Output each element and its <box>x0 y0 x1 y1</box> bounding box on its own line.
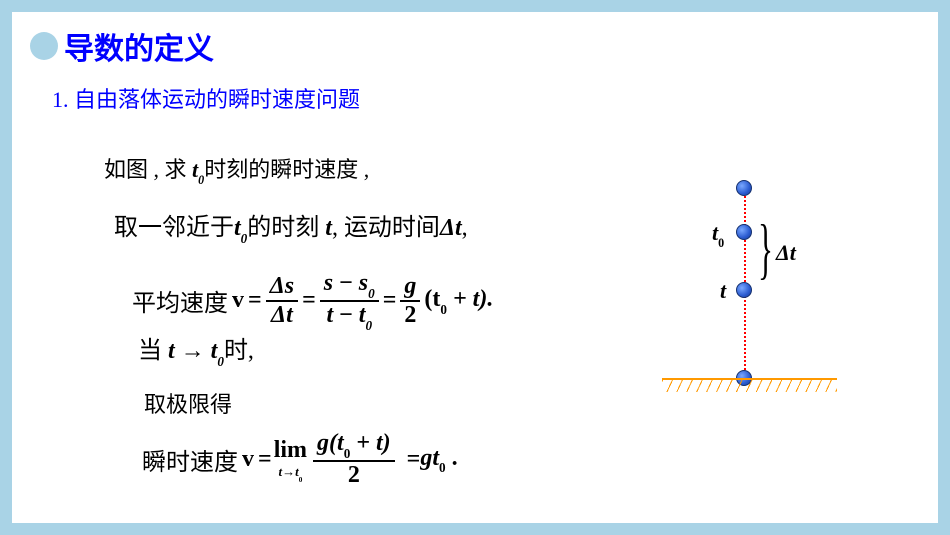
limit-icon: lim t→t0 <box>274 437 307 482</box>
ball-icon <box>736 180 752 196</box>
label-t: t <box>720 278 726 304</box>
ball-icon <box>736 282 752 298</box>
slide: 导数的定义 1. 自由落体运动的瞬时速度问题 如图 , 求 t0时刻的瞬时速度 … <box>12 12 938 523</box>
var-t: t <box>325 215 332 241</box>
text: 时刻的瞬时速度 , <box>204 157 369 182</box>
title-row: 导数的定义 <box>30 24 214 68</box>
tail: (t0 + t). <box>424 286 493 316</box>
label: 平均速度 <box>132 283 228 318</box>
brace-icon: } <box>758 211 773 288</box>
text-line-2: 取一邻近于t0的时刻 t, 运动时间Δt, <box>114 207 468 245</box>
label-t0: t0 <box>712 220 724 249</box>
fraction-diff: s − s0 t − t0 <box>320 270 379 332</box>
var-t0: t0 <box>234 215 247 241</box>
ball-icon <box>736 224 752 240</box>
eq: = <box>302 287 316 314</box>
label-dt: Δt <box>776 240 796 266</box>
text-line-1: 如图 , 求 t0时刻的瞬时速度 , <box>104 152 369 186</box>
fraction-g2: g 2 <box>400 273 420 329</box>
ground-hatch <box>662 380 837 392</box>
text: , <box>462 215 468 241</box>
avg-velocity-formula: 平均速度 v = Δs Δt = s − s0 t − t0 = g 2 (t0… <box>132 270 493 332</box>
text: 的时刻 <box>247 215 325 241</box>
text: , 运动时间 <box>332 215 440 241</box>
label: 瞬时速度 <box>142 442 238 477</box>
var-v: v <box>242 446 254 473</box>
fraction-inst: g(t0 + t) 2 <box>313 430 395 489</box>
var-v: v <box>232 287 244 314</box>
eq: = <box>383 287 397 314</box>
eq: = <box>248 287 262 314</box>
text: 如图 , 求 <box>104 157 192 182</box>
eq: = <box>258 446 272 473</box>
freefall-diagram: t0 t } Δt <box>672 182 842 402</box>
eq: = <box>407 446 421 473</box>
when-line: 当 t → t0时, <box>138 330 254 368</box>
text: 取一邻近于 <box>114 215 234 241</box>
text: 当 <box>138 338 168 364</box>
page-title: 导数的定义 <box>64 24 214 68</box>
fraction-ds-dt: Δs Δt <box>266 273 298 329</box>
result: gt0 . <box>420 445 457 475</box>
limit-label: 取极限得 <box>144 387 232 419</box>
instant-velocity-formula: 瞬时速度 v = lim t→t0 g(t0 + t) 2 = gt0 . <box>142 430 458 489</box>
subtitle: 1. 自由落体运动的瞬时速度问题 <box>52 82 360 114</box>
var-dt: Δt <box>440 215 462 241</box>
var-t0: t0 <box>192 157 204 182</box>
bullet-icon <box>30 32 58 60</box>
